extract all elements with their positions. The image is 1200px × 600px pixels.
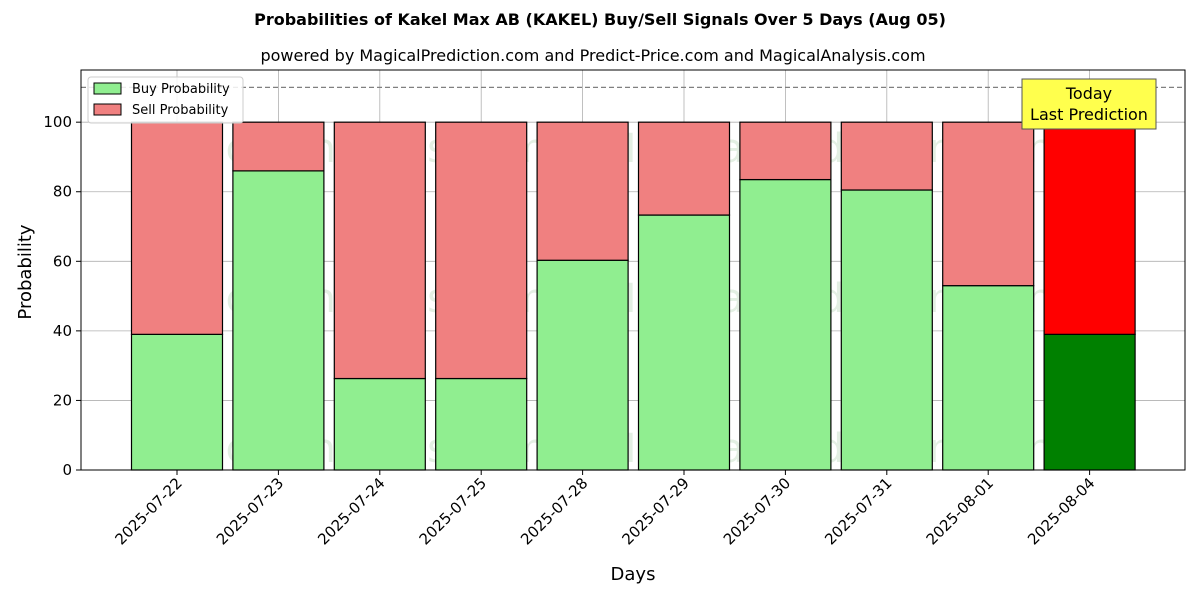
x-tick-label: 2025-07-31 [821, 474, 895, 548]
sell-bar [232, 121, 325, 172]
chart-title: Probabilities of Kakel Max AB (KAKEL) Bu… [254, 10, 946, 29]
y-tick-label: 80 [53, 183, 72, 201]
x-tick-label: 2025-08-01 [923, 474, 997, 548]
buy-bar [739, 178, 832, 471]
legend-box [87, 76, 244, 124]
annotation-text: Last Prediction [1030, 105, 1148, 124]
buy-bar [840, 189, 933, 471]
legend: Buy Probability Sell Probability [87, 76, 244, 124]
buy-bar [536, 259, 629, 471]
x-tick-label: 2025-07-28 [517, 474, 591, 548]
legend-label: Sell Probability [132, 103, 229, 118]
x-tick-label: 2025-07-29 [618, 474, 692, 548]
sell-bar [435, 121, 528, 380]
bar-layer [130, 121, 1136, 471]
plot-frame [80, 69, 1186, 471]
buy-bar [637, 214, 731, 471]
sell-bar [1043, 121, 1136, 335]
sell-bar [942, 121, 1035, 287]
y-tick-label: 0 [62, 461, 72, 479]
buy-bar [232, 170, 325, 471]
x-axis-title: Days [611, 564, 656, 585]
y-axis-title: Probability [15, 224, 36, 319]
buy-bar [130, 333, 224, 471]
x-tick-label: 2025-07-30 [720, 474, 794, 548]
legend-swatch [93, 82, 122, 95]
sell-bar [130, 121, 224, 335]
buy-bar [333, 377, 426, 471]
y-tick-label: 20 [53, 391, 72, 409]
buy-bar [942, 285, 1035, 471]
y-tick-label: 100 [43, 113, 72, 131]
sell-bar [637, 121, 731, 216]
sell-bar [739, 121, 832, 181]
sell-bar [333, 121, 426, 380]
x-tick-label: 2025-07-22 [111, 474, 185, 548]
y-tick-label: 60 [53, 252, 72, 270]
annotation-text: Today [1065, 84, 1112, 103]
x-tick-label: 2025-08-04 [1024, 474, 1098, 548]
x-tick-label: 2025-07-24 [314, 474, 388, 548]
sell-bar [840, 121, 933, 191]
x-tick-label: 2025-07-23 [213, 474, 287, 548]
legend-label: Buy Probability [132, 82, 230, 97]
x-tick-label: 2025-07-25 [416, 474, 490, 548]
buy-bar [1043, 333, 1136, 471]
annotation-box [1021, 78, 1157, 130]
sell-bar [536, 121, 629, 261]
y-tick-label: 40 [53, 322, 72, 340]
legend-swatch [93, 103, 122, 116]
buy-bar [435, 377, 528, 471]
today-annotation: Today Last Prediction [1021, 78, 1157, 130]
chart-subtitle: powered by MagicalPrediction.com and Pre… [260, 46, 926, 65]
